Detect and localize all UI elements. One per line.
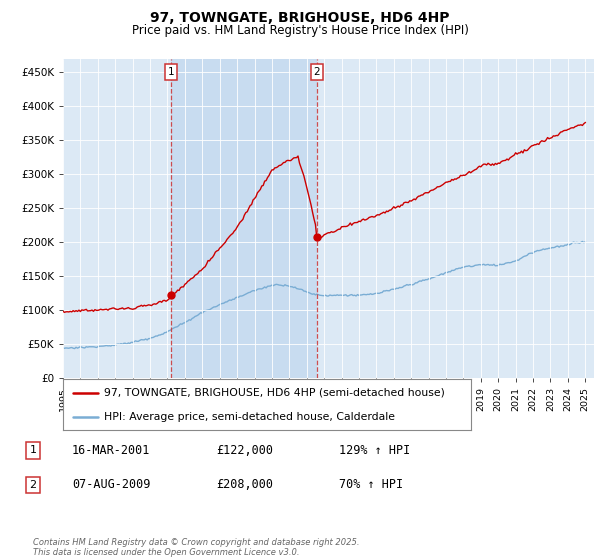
- Text: 1: 1: [29, 445, 37, 455]
- Text: 97, TOWNGATE, BRIGHOUSE, HD6 4HP: 97, TOWNGATE, BRIGHOUSE, HD6 4HP: [150, 11, 450, 25]
- Text: 97, TOWNGATE, BRIGHOUSE, HD6 4HP (semi-detached house): 97, TOWNGATE, BRIGHOUSE, HD6 4HP (semi-d…: [104, 388, 445, 398]
- Text: £122,000: £122,000: [216, 444, 273, 457]
- Text: 07-AUG-2009: 07-AUG-2009: [72, 478, 151, 492]
- Text: HPI: Average price, semi-detached house, Calderdale: HPI: Average price, semi-detached house,…: [104, 412, 395, 422]
- Text: 2: 2: [314, 67, 320, 77]
- Text: 1: 1: [168, 67, 175, 77]
- Text: £208,000: £208,000: [216, 478, 273, 492]
- Text: 2: 2: [29, 480, 37, 490]
- Text: 129% ↑ HPI: 129% ↑ HPI: [339, 444, 410, 457]
- Text: 70% ↑ HPI: 70% ↑ HPI: [339, 478, 403, 492]
- Text: 16-MAR-2001: 16-MAR-2001: [72, 444, 151, 457]
- Text: Contains HM Land Registry data © Crown copyright and database right 2025.
This d: Contains HM Land Registry data © Crown c…: [33, 538, 359, 557]
- Text: Price paid vs. HM Land Registry's House Price Index (HPI): Price paid vs. HM Land Registry's House …: [131, 24, 469, 36]
- Bar: [171, 59, 317, 378]
